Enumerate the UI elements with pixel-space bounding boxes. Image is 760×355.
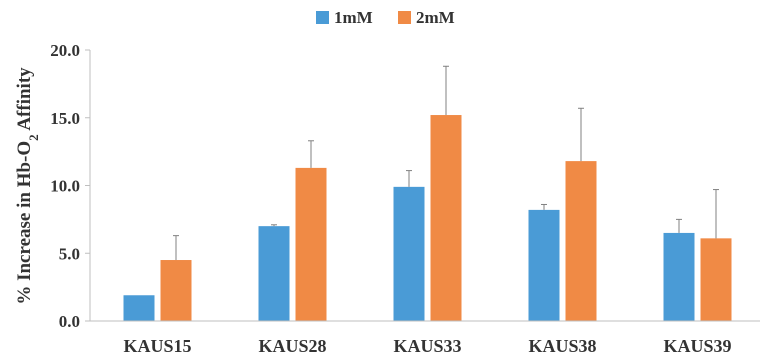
bar-1mM-KAUS38 [528, 209, 560, 321]
category-labels: KAUS15 KAUS28 KAUS33 KAUS38 KAUS39 [123, 336, 731, 355]
legend-label-1mM: 1mM [334, 8, 373, 27]
legend-swatch-1mM [316, 11, 329, 24]
bar-1mM-KAUS28 [258, 226, 290, 321]
x-category-label: KAUS38 [528, 336, 596, 355]
bar-1mM-KAUS33 [393, 186, 425, 321]
bar-1mM-KAUS15 [123, 295, 155, 321]
y-tick-label: 15.0 [50, 109, 80, 128]
error-bars [173, 65, 719, 261]
x-category-label: KAUS28 [258, 336, 326, 355]
bar-2mM-KAUS15 [160, 260, 192, 321]
legend-label-2mM: 2mM [416, 8, 455, 27]
y-tick-label: 20.0 [50, 41, 80, 60]
x-category-label: KAUS33 [393, 336, 461, 355]
y-tick-label: 5.0 [59, 244, 80, 263]
y-tick-label: 0.0 [59, 312, 80, 331]
x-category-label: KAUS39 [663, 336, 731, 355]
bar-1mM-KAUS39 [663, 232, 695, 321]
legend: 1mM 2mM [316, 8, 455, 27]
bar-2mM-KAUS28 [295, 167, 327, 321]
bars [123, 115, 732, 321]
y-axis-label: % Increase in Hb-O2 Affinity [14, 67, 41, 305]
legend-swatch-2mM [398, 11, 411, 24]
bar-2mM-KAUS39 [700, 238, 732, 321]
bar-2mM-KAUS38 [565, 161, 597, 321]
y-tick-label: 10.0 [50, 177, 80, 196]
bar-2mM-KAUS33 [430, 115, 462, 321]
x-category-label: KAUS15 [123, 336, 191, 355]
y-axis-ticks: 0.0 5.0 10.0 15.0 20.0 [50, 41, 90, 331]
